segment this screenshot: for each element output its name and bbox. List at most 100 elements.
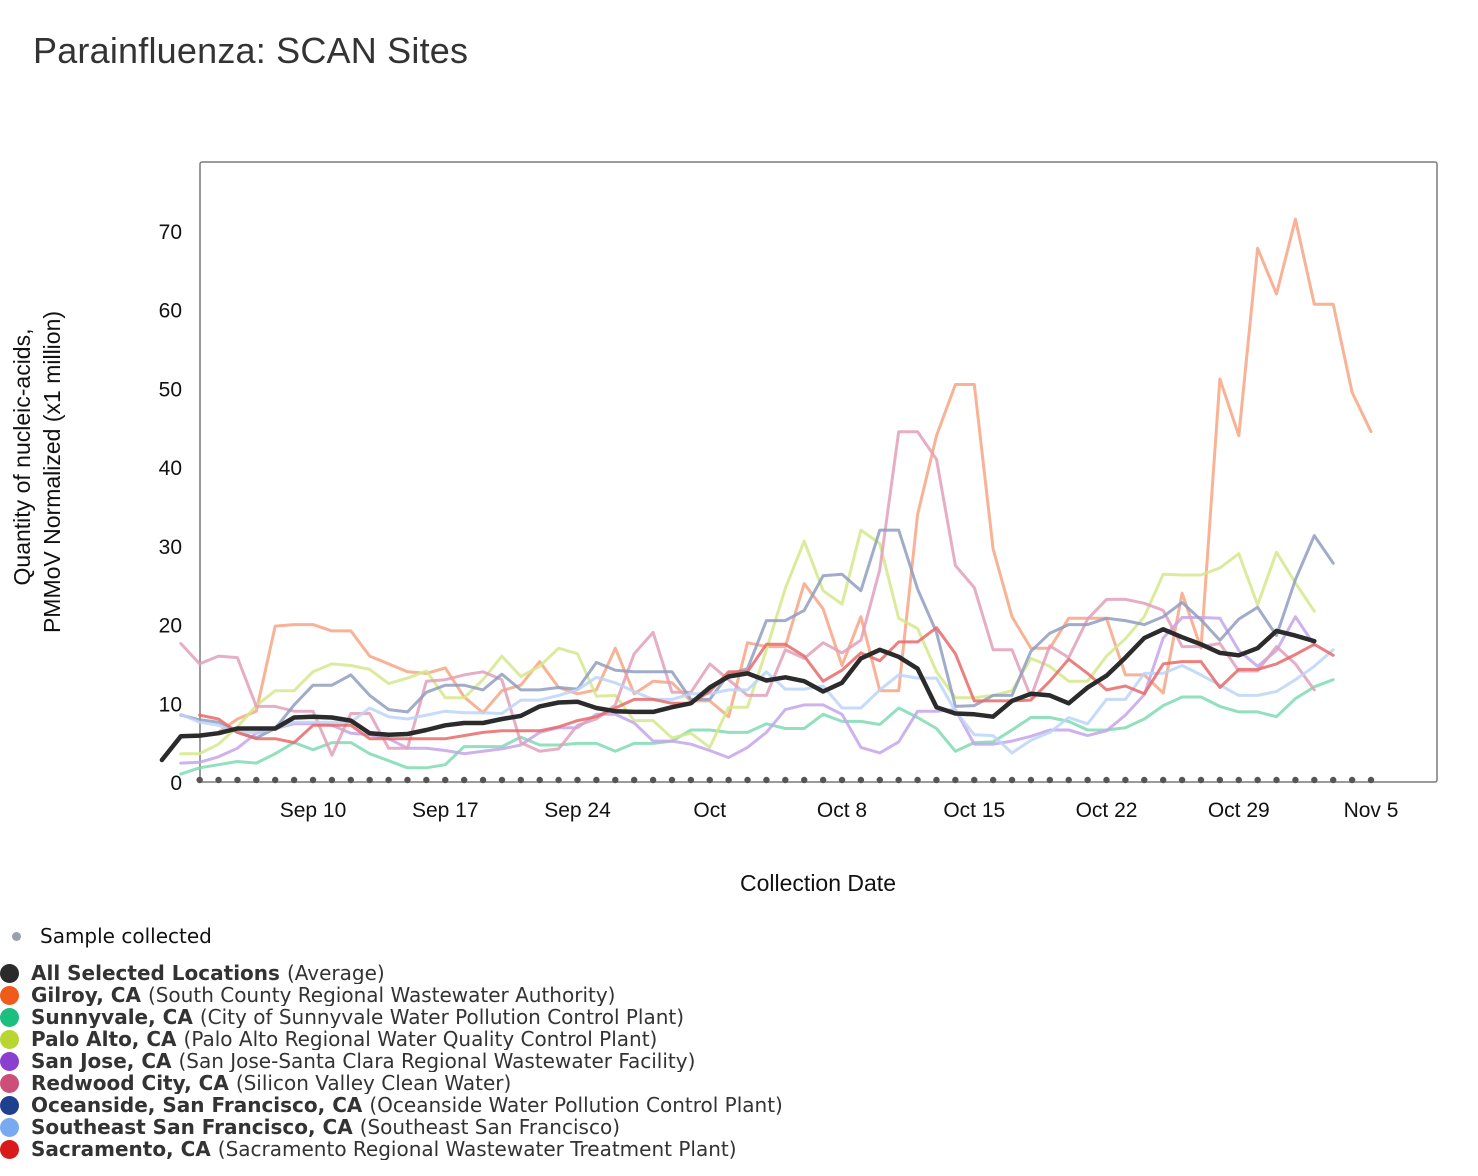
series-line-all-selected-locations[interactable] [159,627,1317,763]
legend-plant: (San Jose-Santa Clara Regional Wastewate… [178,1050,696,1072]
sample-dot [668,776,676,784]
sample-dot [1008,776,1016,784]
legend-list: All Selected Locations (Average) Gilroy, C… [0,962,783,1160]
legend-location: All Selected Locations [31,962,280,984]
sample-dot [971,776,978,784]
legend-item[interactable]: Sunnyvale, CA (City of Sunnyvale Water Po… [0,1006,783,1028]
y-tick-label: 0 [170,772,182,795]
sample-dot [1046,776,1054,784]
series-line-redwood-city-ca[interactable] [179,430,1316,757]
sample-dot [630,776,638,784]
plot-area [199,161,1438,783]
legend-item[interactable]: Palo Alto, CA (Palo Alto Regional Water Q… [0,1028,783,1050]
y-tick-label: 60 [159,300,182,323]
legend-item[interactable]: Gilroy, CA (South County Regional Wastewa… [0,984,783,1006]
sample-dot [1159,776,1167,784]
legend-swatch-icon [0,1007,19,1027]
series-line-sunnyvale-ca[interactable] [179,678,1335,776]
legend-plant: (Average) [286,962,385,984]
sample-dot [612,776,619,784]
legend-swatch-icon [0,1029,19,1049]
sample-dot [1084,776,1091,784]
legend-item[interactable]: All Selected Locations (Average) [0,962,783,984]
sample-dot [819,776,827,784]
sample-dot [725,776,732,784]
sample-dot [989,776,997,784]
legend-location: Sunnyvale, CA [31,1006,193,1028]
sample-dot [1027,776,1035,784]
sample-dot [536,776,543,784]
legend-item[interactable]: San Jose, CA (San Jose-Santa Clara Region… [0,1050,783,1072]
x-axis-label: Collection Date [740,870,896,896]
sample-dot [1065,776,1072,784]
x-tick-label: Sep 17 [412,799,479,822]
sample-dot [649,776,657,784]
legend-item[interactable]: Sacramento, CA (Sacramento Regional Waste… [0,1138,783,1160]
legend-swatch-icon [0,1117,19,1137]
sample-dot [328,776,336,784]
series-line-oceanside-san-francisco-ca[interactable] [179,528,1335,740]
y-tick-label: 10 [159,693,182,716]
sample-dot [706,776,713,784]
x-tick-label: Oct 15 [943,799,1005,822]
legend-plant: (Southeast San Francisco) [359,1116,620,1138]
y-tick-label: 30 [159,536,182,559]
chart-svg: 0 10 20 30 40 50 60 70 Sep 10 Sep 17 Sep 24 Oct Oct… [9,161,1438,896]
sample-dot [1348,776,1356,784]
series-line-sacramento-ca[interactable] [198,626,1335,745]
legend-plant: (Silicon Valley Clean Water) [235,1072,512,1094]
sample-dot [876,776,883,784]
sample-dot [801,776,808,784]
sample-dot [952,776,959,784]
legend-location: Redwood City, CA [31,1072,229,1094]
legend-sample-collected: Sample collected [12,924,212,948]
sample-dot [1311,776,1318,784]
series-line-southeast-san-francisco-ca[interactable] [179,648,1335,755]
y-axis-label-line2: PMMoV Normalized (x1 million) [39,311,65,633]
sample-dot [574,776,581,784]
x-tick-label: Oct 22 [1076,799,1138,822]
sample-dot [253,776,260,784]
sample-dot [366,776,373,784]
legend-sample-label: Sample collected [40,924,212,948]
sample-dot [479,776,487,784]
legend-item[interactable]: Oceanside, San Francisco, CA (Oceanside W… [0,1094,783,1116]
sample-dot [914,776,921,784]
sample-dot [309,776,317,784]
sample-dot [1254,776,1261,784]
sample-dot [347,776,354,784]
x-tick-label: Oct 29 [1208,799,1270,822]
y-tick-label: 50 [159,378,182,401]
series-lines [159,217,1373,776]
sample-dot [744,776,751,784]
legend-swatch-icon [0,985,19,1005]
legend-location: Southeast San Francisco, CA [31,1116,353,1138]
legend-item[interactable]: Southeast San Francisco, CA (Southeast Sa… [0,1116,783,1138]
x-tick-label: Nov 5 [1344,799,1399,822]
legend-item[interactable]: Redwood City, CA (Silicon Valley Clean Wa… [0,1072,783,1094]
sample-dot [1216,776,1224,784]
sample-dot [460,776,468,784]
sample-dot [1197,776,1205,784]
legend-swatch-icon [0,963,19,983]
sample-dot [196,776,203,784]
sample-dot [215,776,222,784]
sample-dot [498,776,506,784]
sample-dot [1292,776,1299,784]
sample-markers [196,776,1375,784]
series-line-palo-alto-ca[interactable] [179,528,1316,756]
sample-dot [442,776,449,784]
sample-dot [1141,776,1148,784]
x-axis: Sep 10 Sep 17 Sep 24 Oct Oct 8 Oct 15 Oct 22 Oc… [280,799,1399,822]
sample-dot [895,776,902,784]
y-axis: 0 10 20 30 40 50 60 70 [159,221,182,795]
sample-dot [593,776,600,784]
legend-swatch-icon [0,1139,19,1159]
sample-dot-icon [12,931,21,941]
sample-dot [1367,776,1375,784]
sample-dot [423,776,430,784]
sample-dot [234,776,241,784]
legend-location: Oceanside, San Francisco, CA [31,1094,363,1116]
legend-location: San Jose, CA [31,1050,172,1072]
sample-dot [290,776,298,784]
